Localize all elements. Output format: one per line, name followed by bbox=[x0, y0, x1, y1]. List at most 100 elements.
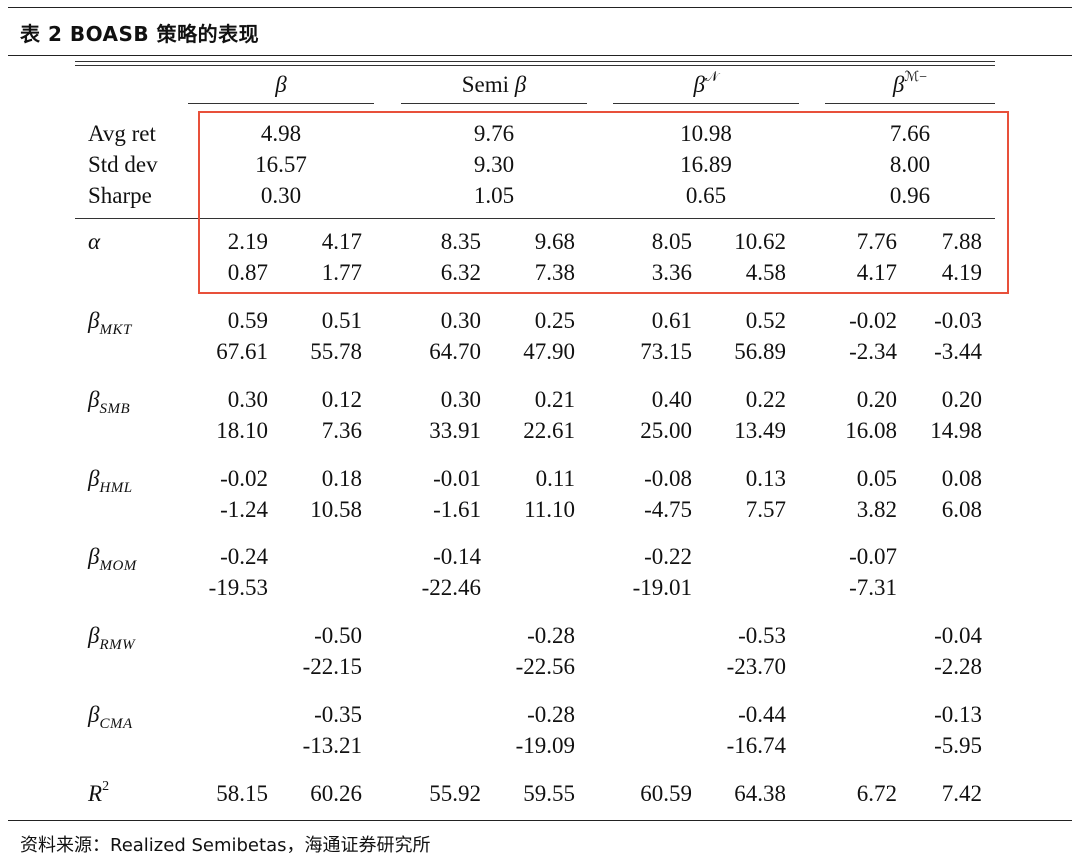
row-label: βSMB bbox=[88, 386, 130, 417]
table-cell: 1.05 bbox=[473, 183, 515, 208]
row-label-symbol: β bbox=[88, 387, 100, 412]
table-cell: -23.70 bbox=[726, 654, 786, 679]
table-cell: 4.17 bbox=[321, 229, 362, 254]
table-cell: 47.90 bbox=[523, 339, 575, 364]
table-cell: 4.19 bbox=[941, 260, 982, 285]
row-label-subscript: RMW bbox=[99, 637, 136, 653]
row-label-symbol: α bbox=[88, 229, 101, 254]
table-cell: 0.30 bbox=[440, 308, 481, 333]
table-cell: -0.35 bbox=[314, 702, 362, 727]
table-cell: 73.15 bbox=[640, 339, 692, 364]
table-cell: 0.51 bbox=[321, 308, 362, 333]
table-cell: 60.59 bbox=[640, 781, 692, 806]
table-cell: -13.21 bbox=[302, 733, 362, 758]
row-label-subscript: MKT bbox=[99, 322, 132, 338]
table-caption: 表 2 BOASB 策略的表现 bbox=[20, 22, 260, 46]
row-label: Sharpe bbox=[88, 183, 152, 208]
table-cell: 16.89 bbox=[680, 152, 732, 177]
table-cell: -19.53 bbox=[208, 575, 268, 600]
table-cell: 9.30 bbox=[473, 152, 515, 177]
col-head-beta-symbol: β bbox=[275, 72, 287, 97]
table-cell: 8.05 bbox=[651, 229, 692, 254]
table-cell: -0.01 bbox=[433, 466, 481, 491]
table-cell: 0.11 bbox=[535, 466, 575, 491]
table-cell: 0.25 bbox=[534, 308, 575, 333]
table-cell: 9.76 bbox=[473, 121, 515, 146]
caption-rule bbox=[8, 55, 1072, 56]
row-label: α bbox=[88, 228, 100, 256]
col-head-beta-m: βℳ− bbox=[825, 70, 995, 104]
row-label-subscript: HML bbox=[99, 480, 133, 496]
table-cell: 22.61 bbox=[523, 418, 575, 443]
row-label-symbol: β bbox=[88, 702, 100, 727]
table-cell: 0.05 bbox=[856, 466, 897, 491]
col-head-beta-n-sup: 𝒩 bbox=[705, 70, 719, 85]
table-cell: 33.91 bbox=[429, 418, 481, 443]
table-cell: -22.46 bbox=[421, 575, 481, 600]
table-cell: -4.75 bbox=[644, 497, 692, 522]
table-cell: -1.61 bbox=[433, 497, 481, 522]
table-cell: 14.98 bbox=[930, 418, 982, 443]
table-cell: 6.32 bbox=[440, 260, 481, 285]
table-cell: 64.38 bbox=[734, 781, 786, 806]
table-top-rule bbox=[75, 61, 995, 62]
table-cell: -19.01 bbox=[632, 575, 692, 600]
table-cell: 55.92 bbox=[429, 781, 481, 806]
table-cell: -16.74 bbox=[726, 733, 786, 758]
table-cell: 6.08 bbox=[941, 497, 982, 522]
table-cell: -0.08 bbox=[644, 466, 692, 491]
table-cell: 16.57 bbox=[255, 152, 307, 177]
table-cell: -0.02 bbox=[849, 308, 897, 333]
table-cell: 0.52 bbox=[745, 308, 786, 333]
table-cell: -0.02 bbox=[220, 466, 268, 491]
table-cell: 3.36 bbox=[651, 260, 692, 285]
table-cell: -0.24 bbox=[220, 544, 268, 569]
table-cell: 7.57 bbox=[745, 497, 786, 522]
table-cell: 60.26 bbox=[310, 781, 362, 806]
table-cell: 7.76 bbox=[856, 229, 897, 254]
table-cell: 58.15 bbox=[216, 781, 268, 806]
table-mid-rule bbox=[75, 218, 995, 219]
table-cell: -5.95 bbox=[934, 733, 982, 758]
table-cell: 0.40 bbox=[651, 387, 692, 412]
table-bottom-rule bbox=[8, 820, 1072, 821]
table-cell: 0.30 bbox=[440, 387, 481, 412]
table-cell: -0.04 bbox=[934, 623, 982, 648]
table-cell: 59.55 bbox=[523, 781, 575, 806]
row-label: βRMW bbox=[88, 622, 135, 653]
table-cell: 4.17 bbox=[856, 260, 897, 285]
table-cell: 0.18 bbox=[321, 466, 362, 491]
table-cell: 0.20 bbox=[941, 387, 982, 412]
row-label: Avg ret bbox=[88, 121, 156, 146]
table-cell: 67.61 bbox=[216, 339, 268, 364]
table-cell: -0.28 bbox=[527, 702, 575, 727]
col-head-beta-m-symbol: β bbox=[892, 72, 905, 97]
table-cell: 3.82 bbox=[856, 497, 897, 522]
table-cell: 7.42 bbox=[941, 781, 982, 806]
table-cell: 0.08 bbox=[941, 466, 982, 491]
table-cell: 0.30 bbox=[260, 183, 302, 208]
table-cell: 10.58 bbox=[310, 497, 362, 522]
table-cell: 16.08 bbox=[845, 418, 897, 443]
row-label-symbol: β bbox=[88, 466, 100, 491]
table-cell: -0.53 bbox=[738, 623, 786, 648]
table-cell: -0.07 bbox=[849, 544, 897, 569]
table-cell: -2.34 bbox=[849, 339, 897, 364]
row-label-symbol: β bbox=[88, 544, 100, 569]
table-cell: 13.49 bbox=[734, 418, 786, 443]
table-cell: 25.00 bbox=[640, 418, 692, 443]
table-cell: 0.61 bbox=[651, 308, 692, 333]
table-cell: -0.22 bbox=[644, 544, 692, 569]
table-cell: 7.66 bbox=[889, 121, 931, 146]
table-cell: -0.50 bbox=[314, 623, 362, 648]
col-head-beta-n: β𝒩 bbox=[613, 70, 799, 104]
table-cell: -2.28 bbox=[934, 654, 982, 679]
row-label-subscript: MOM bbox=[99, 558, 137, 574]
row-label: βCMA bbox=[88, 701, 133, 732]
row-label-superscript: 2 bbox=[102, 779, 110, 794]
table-cell: -0.13 bbox=[934, 702, 982, 727]
table-top-rule-2 bbox=[75, 65, 995, 66]
table-cell: 0.13 bbox=[745, 466, 786, 491]
table-cell: 0.96 bbox=[889, 183, 931, 208]
row-label: βHML bbox=[88, 465, 133, 496]
